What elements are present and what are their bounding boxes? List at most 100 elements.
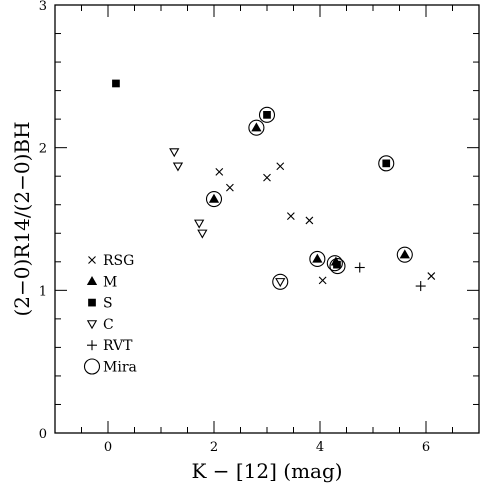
- legend-marker: [88, 298, 96, 307]
- triangle-down-shape: [172, 162, 184, 172]
- series-rvt: [354, 262, 426, 292]
- circle-shape: [205, 190, 223, 208]
- point-c: [197, 229, 208, 239]
- x-marker-stroke: [226, 183, 234, 192]
- legend-item-rvt: RVT: [87, 338, 133, 354]
- point-rvt: [354, 262, 365, 273]
- x-tick-label: 2: [210, 440, 218, 455]
- y-tick-label: 2: [39, 142, 47, 157]
- legend-marker: [86, 320, 98, 330]
- legend-item-m: M: [86, 274, 117, 290]
- point-rsg: [215, 168, 224, 176]
- x-marker-stroke: [318, 276, 327, 285]
- x-marker-stroke: [88, 256, 96, 264]
- triangle-down-shape: [275, 278, 286, 288]
- square-shape: [382, 159, 391, 168]
- triangle-shape: [312, 253, 323, 263]
- series-mira: [205, 106, 413, 290]
- legend-item-s: S: [88, 296, 113, 312]
- y-tick-label: 0: [39, 427, 47, 442]
- point-mira: [378, 155, 395, 172]
- point-rsg: [318, 276, 327, 285]
- circle-shape: [326, 255, 343, 272]
- x-marker-stroke: [263, 173, 271, 182]
- square-shape: [112, 79, 120, 88]
- circle-shape: [329, 258, 346, 275]
- point-c: [194, 219, 205, 229]
- point-mira: [205, 190, 223, 208]
- series-s: [112, 79, 391, 269]
- point-s: [112, 79, 120, 88]
- legend-label: M: [103, 274, 117, 290]
- legend-label: C: [103, 317, 114, 333]
- point-mira: [329, 258, 346, 275]
- y-tick-label: 3: [39, 0, 47, 14]
- point-s: [263, 111, 271, 119]
- legend-marker: [87, 340, 97, 351]
- point-rsg: [305, 216, 314, 225]
- series-m: [208, 122, 410, 266]
- legend-marker: [86, 275, 98, 286]
- legend-label: Mira: [103, 360, 137, 376]
- point-mira: [248, 119, 265, 136]
- x-marker-stroke: [276, 162, 285, 171]
- square-shape: [88, 298, 96, 307]
- circle-shape: [248, 119, 265, 136]
- triangle-down-shape: [197, 229, 208, 239]
- point-mira: [326, 255, 343, 272]
- y-tick-label: 1: [39, 284, 47, 299]
- x-marker-stroke: [215, 168, 224, 176]
- legend-label: RVT: [103, 338, 133, 354]
- circle-shape: [396, 246, 413, 263]
- x-marker-stroke: [305, 216, 314, 225]
- point-c: [275, 278, 286, 288]
- legend-item-c: C: [86, 317, 114, 333]
- point-mira: [272, 273, 289, 290]
- x-marker-stroke: [427, 272, 436, 280]
- x-tick-label: 6: [422, 440, 430, 455]
- legend-label: RSG: [103, 253, 134, 269]
- triangle-down-shape: [86, 320, 98, 330]
- triangle-down-shape: [194, 219, 205, 229]
- point-m: [312, 253, 323, 263]
- legend-marker: [83, 358, 101, 375]
- point-c: [172, 162, 184, 172]
- point-rsg: [276, 162, 285, 171]
- point-c: [169, 148, 180, 158]
- x-tick-label: 4: [316, 440, 324, 455]
- legend-item-mira: Mira: [83, 358, 137, 376]
- y-axis-title: (2−0)R14/(2−0)BH: [10, 121, 34, 316]
- point-rvt: [415, 281, 426, 292]
- square-shape: [333, 260, 341, 269]
- circle-shape: [378, 155, 395, 172]
- point-mira: [396, 246, 413, 263]
- legend-item-rsg: RSG: [88, 253, 134, 269]
- triangle-shape: [86, 275, 98, 286]
- legend-marker: [88, 256, 96, 264]
- point-rsg: [263, 173, 271, 182]
- point-mira: [258, 106, 276, 123]
- data-points: [112, 79, 436, 292]
- legend-label: S: [103, 296, 113, 312]
- point-m: [208, 193, 220, 203]
- point-s: [382, 159, 391, 168]
- x-axis-title: K − [12] (mag): [191, 459, 342, 483]
- x-tick-label: 0: [104, 440, 112, 455]
- x-marker-stroke: [286, 212, 295, 221]
- circle-shape: [272, 273, 289, 290]
- point-s: [333, 260, 341, 269]
- point-m: [251, 122, 262, 132]
- series-rsg: [215, 162, 436, 285]
- point-rsg: [226, 183, 234, 192]
- point-rsg: [427, 272, 436, 280]
- series-c: [169, 148, 286, 288]
- point-mira: [309, 250, 326, 267]
- axis-ticks: 0 2 4 6 0 1 2 3: [39, 0, 480, 455]
- triangle-down-shape: [169, 148, 180, 158]
- triangle-shape: [251, 122, 262, 132]
- circle-shape: [309, 250, 326, 267]
- square-shape: [263, 111, 271, 119]
- point-m: [399, 249, 410, 259]
- point-rsg: [286, 212, 295, 221]
